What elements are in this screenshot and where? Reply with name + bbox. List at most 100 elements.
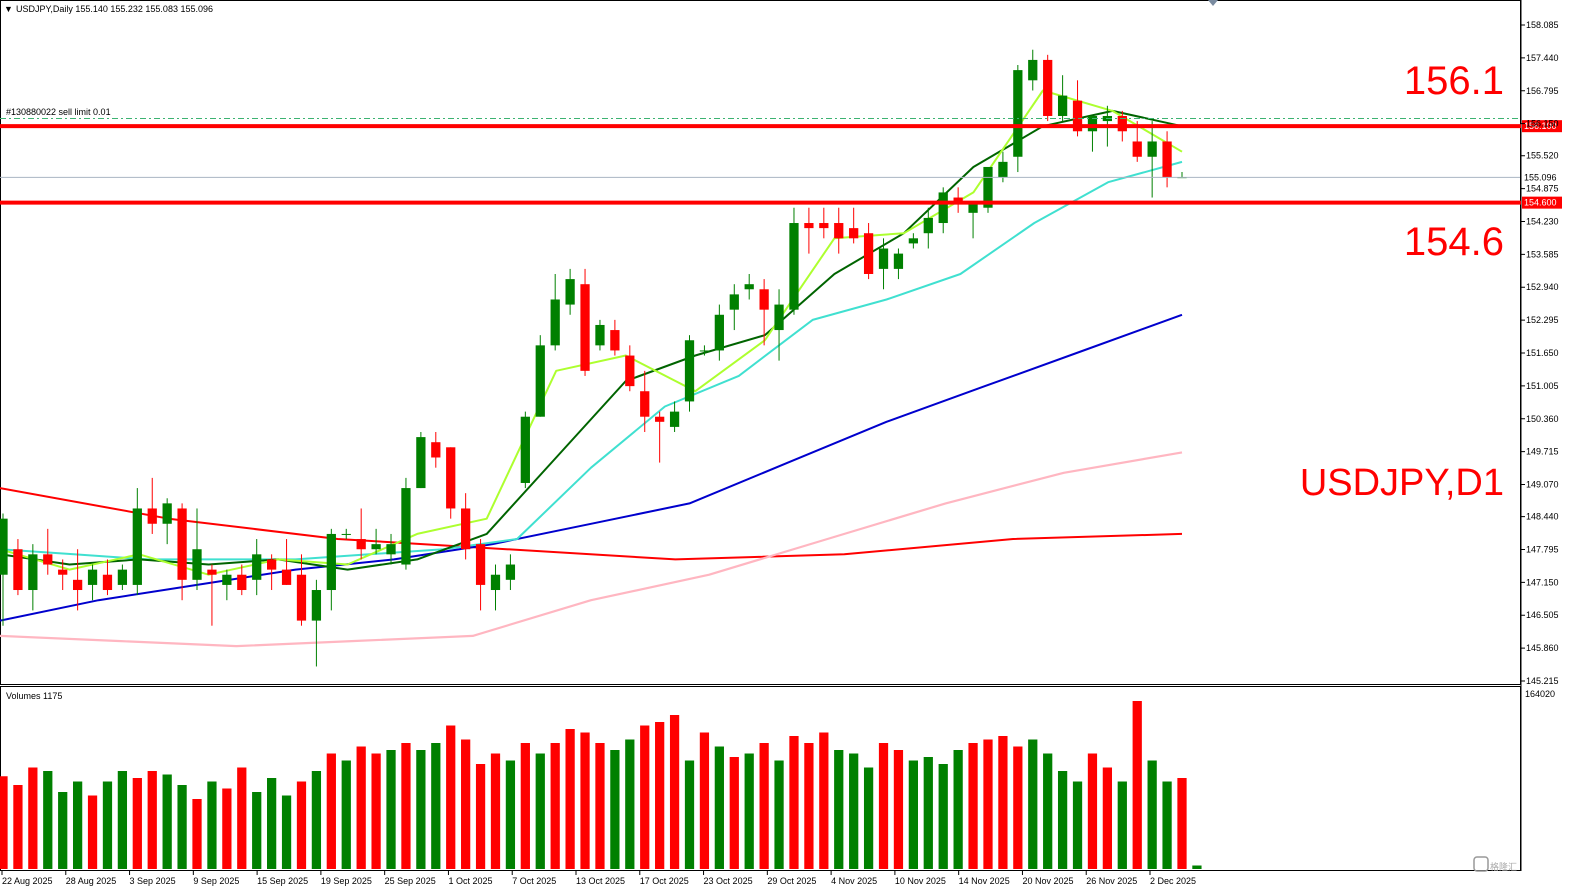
- candle: [804, 207, 814, 254]
- volume-bar: [819, 732, 829, 869]
- candle-body: [520, 416, 530, 483]
- volume-bar: [580, 732, 590, 869]
- levels: 156.100 154.600 155.096: [0, 118, 1562, 209]
- volume-max-label: 164020: [1525, 689, 1555, 699]
- volume-bar: [923, 757, 933, 869]
- candle-body: [371, 544, 381, 550]
- volume-bar: [535, 753, 545, 869]
- price-tick-label: 154.875: [1526, 184, 1559, 194]
- volume-bar: [13, 785, 23, 869]
- candle: [446, 447, 456, 519]
- volume-bar: [0, 776, 8, 869]
- candle: [356, 508, 366, 560]
- candle: [237, 564, 247, 596]
- candle: [923, 207, 933, 249]
- candle-body: [729, 294, 739, 310]
- candle-body: [1013, 70, 1023, 157]
- time-tick-label: 28 Aug 2025: [66, 876, 117, 886]
- candle: [431, 432, 441, 468]
- candle: [1043, 54, 1053, 122]
- volume-bar: [729, 757, 739, 869]
- volume-bar: [669, 715, 680, 869]
- candle: [177, 503, 187, 601]
- price-tick-label: 152.940: [1526, 282, 1559, 292]
- candle: [610, 319, 620, 356]
- price-tick-label: 157.440: [1526, 53, 1559, 63]
- candle-body: [893, 253, 904, 269]
- volume-bar: [1117, 781, 1127, 869]
- candle: [938, 187, 948, 234]
- candle: [87, 564, 98, 601]
- time-tick-label: 3 Sep 2025: [130, 876, 176, 886]
- candle-body: [281, 569, 292, 585]
- volume-bar: [326, 753, 336, 869]
- time-tick-label: 9 Sep 2025: [193, 876, 239, 886]
- candle-body: [684, 340, 695, 402]
- current-price-tag-bg: [1522, 171, 1562, 184]
- candle: [983, 166, 993, 213]
- candle-body: [177, 508, 187, 580]
- volume-bar: [102, 781, 113, 869]
- volume-bar: [1043, 753, 1053, 869]
- candle-body: [87, 569, 98, 585]
- time-tick-label: 7 Oct 2025: [512, 876, 556, 886]
- candle: [43, 528, 53, 575]
- candle: [117, 564, 128, 591]
- volume-bar: [610, 750, 620, 869]
- candle-body: [610, 330, 620, 351]
- candle: [520, 411, 530, 489]
- candle-body: [117, 569, 128, 585]
- volume-bar: [863, 767, 874, 869]
- time-tick-label: 15 Sep 2025: [257, 876, 308, 886]
- volume-bar: [1028, 739, 1038, 869]
- candle-body: [386, 544, 396, 555]
- candle: [878, 238, 889, 290]
- candle: [968, 202, 978, 239]
- candle: [953, 187, 963, 213]
- candle: [640, 370, 650, 433]
- volume-bar: [1192, 865, 1202, 869]
- level-tag-low: 154.600: [1524, 198, 1557, 208]
- candle: [625, 345, 635, 392]
- candle-body: [1117, 115, 1127, 132]
- volume-bar: [371, 753, 381, 869]
- candle-body: [669, 411, 680, 427]
- time-tick-label: 10 Nov 2025: [895, 876, 946, 886]
- volume-bar: [699, 732, 710, 869]
- volume-bar: [132, 778, 142, 869]
- candle-body: [13, 549, 23, 591]
- time-tick-label: 25 Sep 2025: [385, 876, 436, 886]
- volume-bar: [356, 746, 366, 869]
- candle: [580, 268, 590, 376]
- price-tick-label: 153.585: [1526, 249, 1559, 259]
- candle-body: [475, 544, 486, 585]
- current-price-tag: 155.096: [1524, 172, 1557, 182]
- shift-marker-icon[interactable]: [1208, 0, 1218, 6]
- candle-body: [490, 574, 501, 591]
- price-tick-label: 158.085: [1526, 20, 1559, 30]
- candle-body: [192, 549, 202, 580]
- candle-body: [863, 233, 874, 274]
- volume-bar: [550, 743, 560, 869]
- volume-bar: [222, 788, 232, 869]
- candle: [729, 284, 739, 331]
- candle: [535, 335, 545, 417]
- candle: [490, 564, 501, 611]
- volume-bar: [998, 736, 1008, 869]
- candle-body: [953, 197, 963, 203]
- volume-bar: [625, 739, 635, 869]
- volume-bar: [431, 743, 441, 869]
- price-tick-label: 147.150: [1526, 577, 1559, 587]
- price-tick-label: 145.215: [1526, 676, 1559, 686]
- candle-body: [28, 554, 38, 591]
- candle: [595, 319, 605, 351]
- price-tick-label: 148.440: [1526, 512, 1559, 522]
- volume-bar: [192, 799, 202, 869]
- candle-body: [819, 223, 829, 229]
- price-tick-label: 150.360: [1526, 414, 1559, 424]
- time-tick-label: 2 Dec 2025: [1150, 876, 1196, 886]
- volume-bar: [207, 781, 217, 869]
- header-menu-icon[interactable]: ▼: [4, 4, 13, 14]
- level-tag-low-bg: [1522, 196, 1562, 209]
